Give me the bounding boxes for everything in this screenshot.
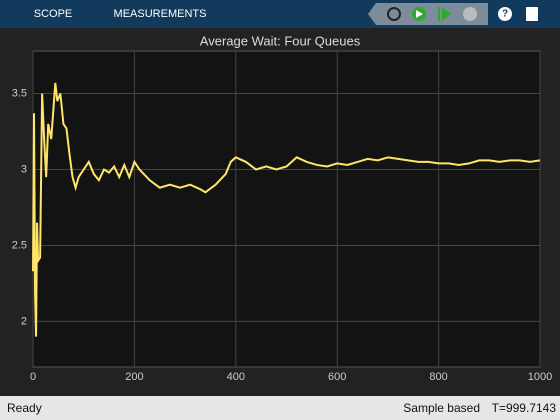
y-tick-label: 2.5 xyxy=(12,239,27,251)
tab[interactable]: SCOPE xyxy=(34,8,73,20)
series-line xyxy=(32,82,541,337)
status-time: T=999.7143 xyxy=(492,401,557,415)
stop-icon[interactable] xyxy=(463,7,477,21)
help-icon[interactable] xyxy=(498,7,512,21)
y-tick-label: 3 xyxy=(21,163,27,175)
step-icon[interactable] xyxy=(438,7,451,21)
plot: 2 2.5 3 3.5 0 200 400 600 800 1000 xyxy=(12,51,552,383)
x-tick-label: 200 xyxy=(125,371,143,383)
status-bar xyxy=(0,396,560,420)
undock-icon[interactable] xyxy=(526,7,538,21)
x-tick-label: 800 xyxy=(429,371,447,383)
run-glyph xyxy=(416,10,423,18)
status-text: Ready xyxy=(7,401,42,415)
chart-title: Average Wait: Four Queues xyxy=(200,33,361,48)
x-tick-label: 1000 xyxy=(528,371,552,383)
x-tick-label: 0 xyxy=(30,371,36,383)
y-tick-label: 3.5 xyxy=(12,87,27,99)
status-mode: Sample based xyxy=(403,401,480,415)
tab[interactable]: MEASUREMENTS xyxy=(114,8,207,20)
x-tick-label: 600 xyxy=(328,371,346,383)
help-glyph: ? xyxy=(502,9,508,20)
plot-area xyxy=(32,50,541,368)
settings-icon[interactable] xyxy=(387,7,401,21)
x-tick-label: 400 xyxy=(227,371,245,383)
y-tick-label: 2 xyxy=(21,315,27,327)
